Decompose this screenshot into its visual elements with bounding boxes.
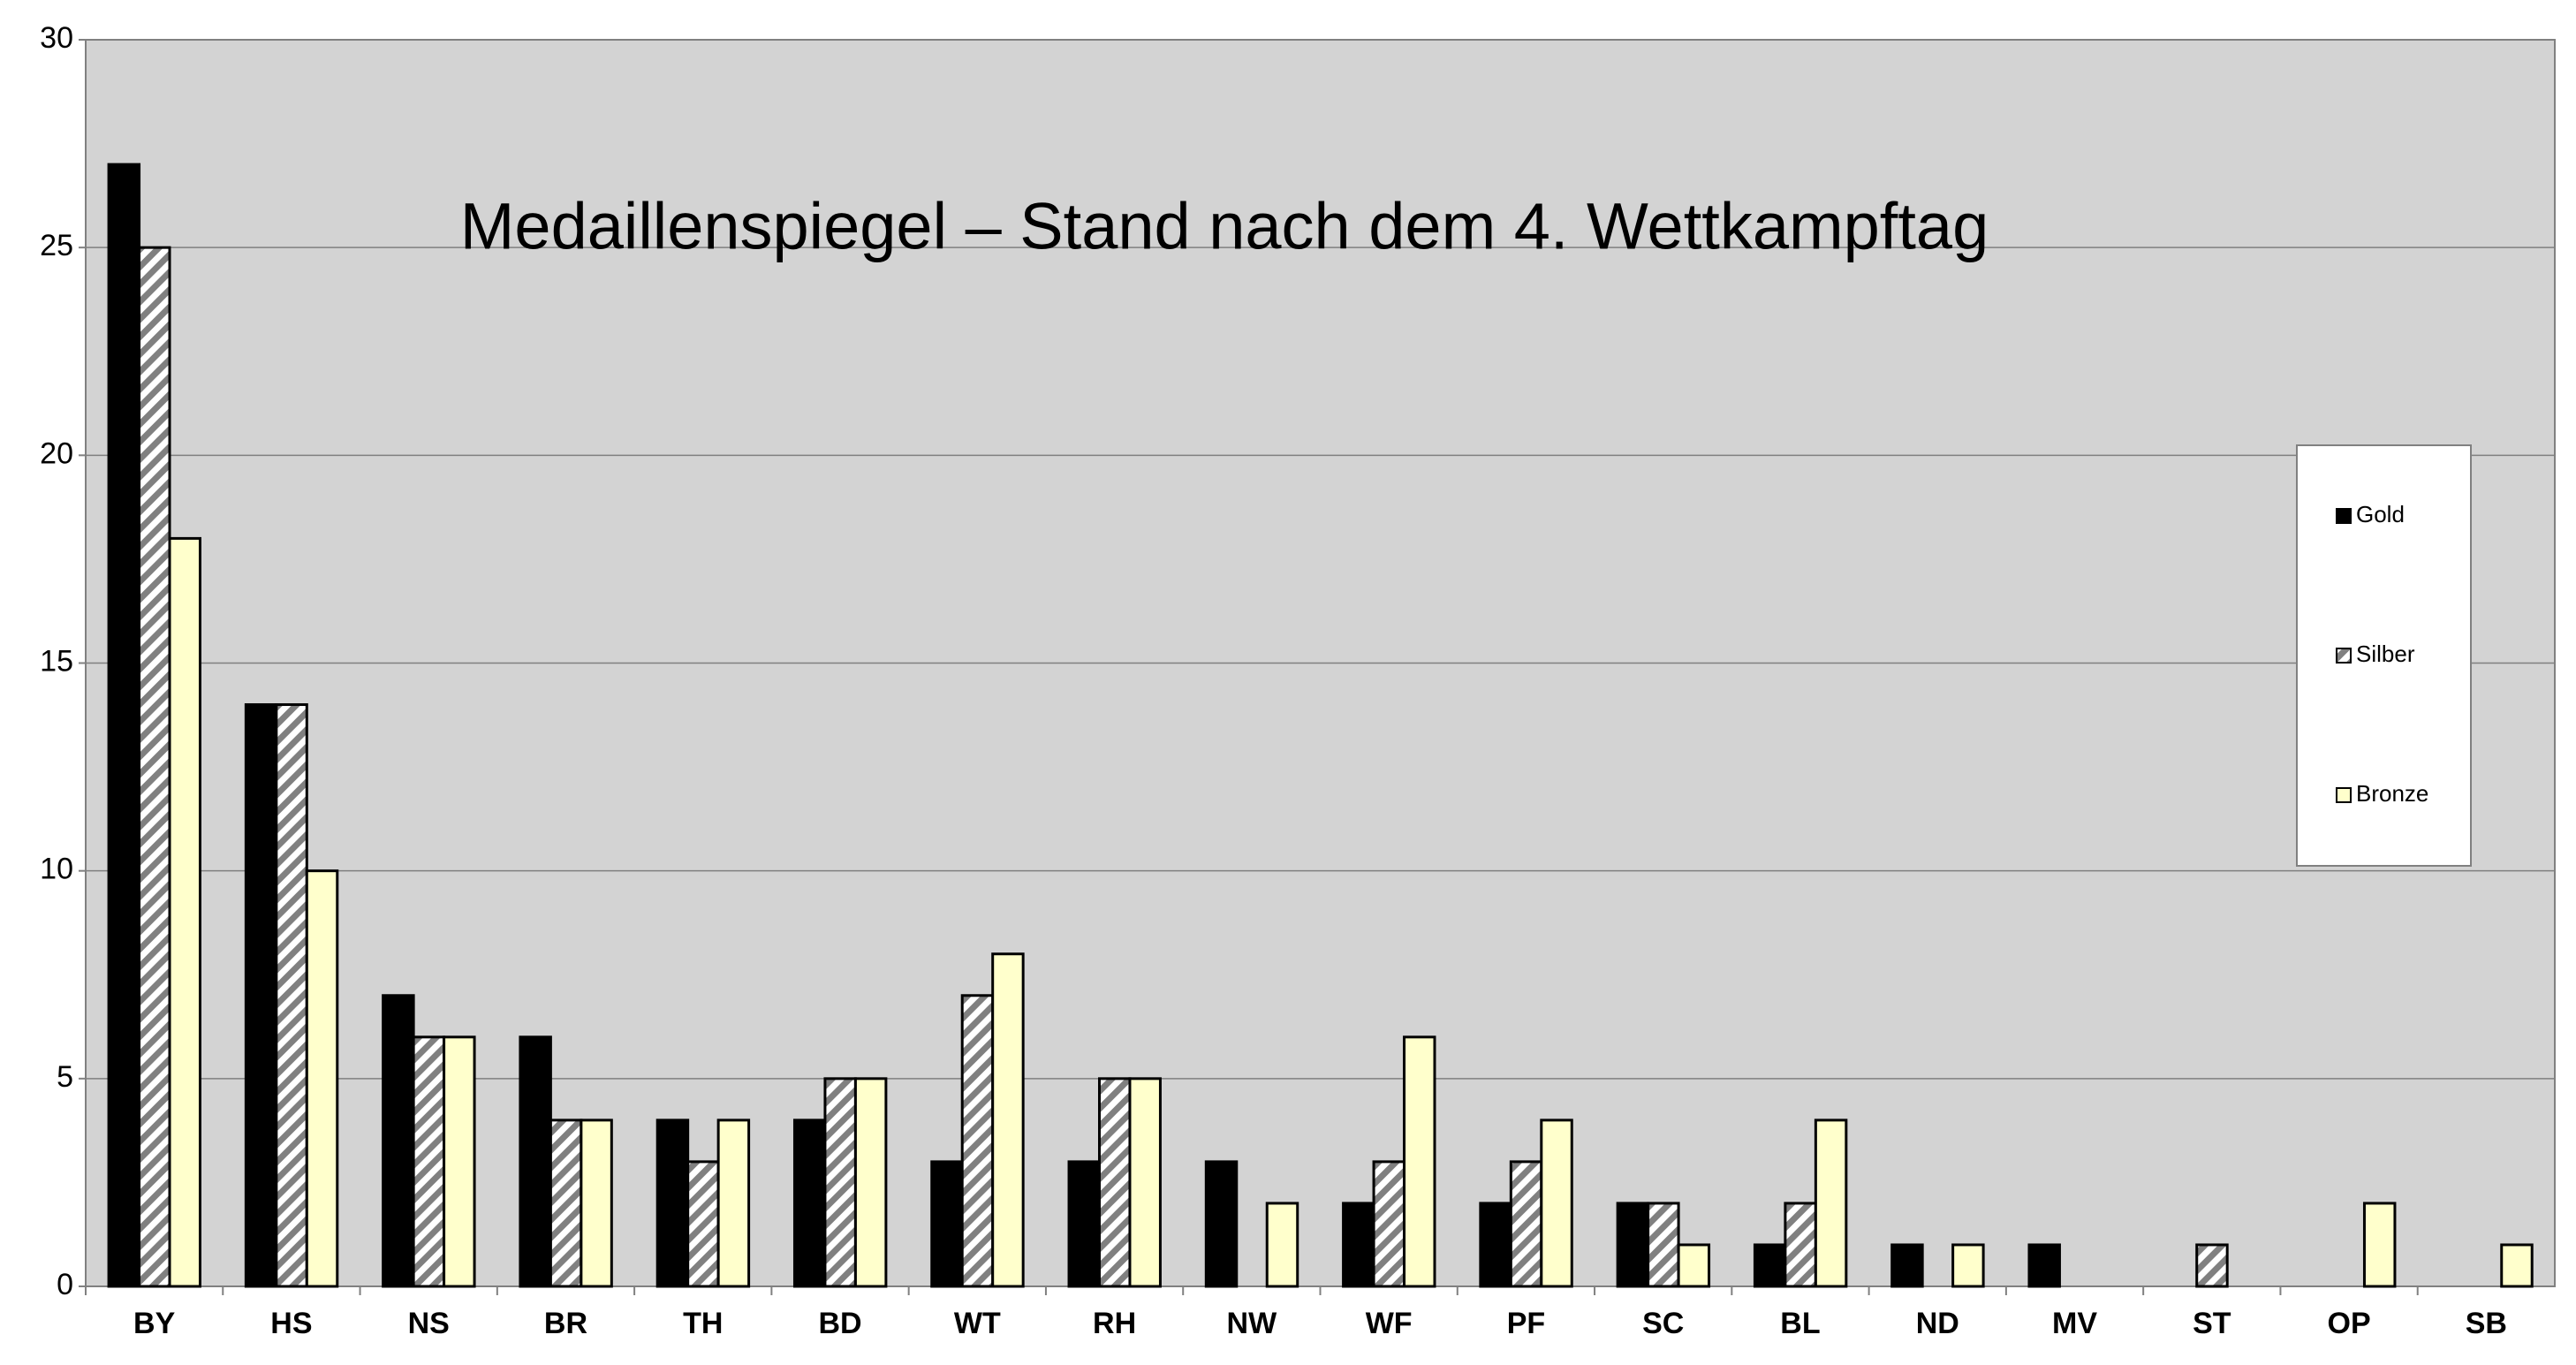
bar [1677, 1243, 1711, 1288]
bar [823, 1077, 857, 1288]
bar [716, 1119, 751, 1288]
x-tick-label: NW [1227, 1307, 1278, 1340]
x-tick-label: OP [2328, 1307, 2371, 1340]
bar [2362, 1202, 2397, 1288]
bar [2500, 1243, 2534, 1288]
bar [1067, 1160, 1102, 1288]
legend [2296, 444, 2472, 867]
x-tick-label: WF [1366, 1307, 1413, 1340]
bar [1265, 1202, 1299, 1288]
bar [305, 869, 339, 1288]
bar [1890, 1243, 1924, 1288]
x-tick-label: BL [1780, 1307, 1820, 1340]
legend-swatch [2336, 508, 2352, 524]
x-tick-label: RH [1093, 1307, 1136, 1340]
bar [1647, 1202, 1680, 1288]
legend-swatch [2336, 648, 2352, 664]
x-tick-label: MV [2052, 1307, 2097, 1340]
y-tick-label: 10 [40, 853, 73, 886]
bar [382, 994, 415, 1288]
legend-label: Silber [2356, 641, 2415, 667]
bar [1540, 1119, 1573, 1288]
y-tick-label: 20 [40, 436, 73, 470]
bar [2195, 1243, 2229, 1288]
x-tick-label: NS [408, 1307, 450, 1340]
bar [1616, 1202, 1650, 1288]
x-tick-label: TH [683, 1307, 723, 1340]
bar [991, 952, 1025, 1288]
x-tick-label: HS [270, 1307, 312, 1340]
bar [1753, 1243, 1787, 1288]
bar [443, 1035, 476, 1288]
bar [655, 1119, 690, 1288]
bar [519, 1035, 552, 1288]
bar [930, 1160, 964, 1288]
x-tick-label: WT [954, 1307, 1001, 1340]
bar [1509, 1160, 1543, 1288]
x-tick-label: ST [2193, 1307, 2231, 1340]
chart-title: Medaillenspiegel – Stand nach dem 4. Wet… [460, 190, 1989, 263]
bar [2027, 1243, 2061, 1288]
y-tick-label: 30 [40, 21, 73, 55]
bar [1479, 1202, 1512, 1288]
x-tick-label: BD [818, 1307, 861, 1340]
bar [244, 703, 278, 1288]
x-tick-label: PF [1507, 1307, 1545, 1340]
bar [168, 536, 202, 1288]
bar [412, 1035, 446, 1288]
bar [580, 1119, 613, 1288]
bar [1372, 1160, 1406, 1288]
y-tick-label: 5 [57, 1060, 73, 1094]
bar [1128, 1077, 1162, 1288]
bar [686, 1160, 720, 1288]
bar [1784, 1202, 1817, 1288]
y-tick-label: 25 [40, 229, 73, 262]
bar [138, 246, 171, 1288]
bar [275, 703, 308, 1288]
y-tick-label: 0 [57, 1268, 73, 1301]
bar [1814, 1119, 1848, 1288]
x-tick-label: BY [133, 1307, 176, 1340]
legend-swatch [2336, 787, 2352, 803]
x-tick-label: SB [2466, 1307, 2507, 1340]
legend-label: Gold [2356, 501, 2405, 527]
bar [960, 994, 995, 1288]
x-tick-label: ND [1916, 1307, 1959, 1340]
legend-label: Bronze [2356, 780, 2428, 807]
bar [1403, 1035, 1436, 1288]
x-tick-label: SC [1642, 1307, 1684, 1340]
bar [1204, 1160, 1239, 1288]
bar [792, 1119, 827, 1288]
bar [549, 1119, 583, 1288]
bar [1951, 1243, 1985, 1288]
bar [1342, 1202, 1375, 1288]
y-tick-label: 15 [40, 644, 73, 678]
bar [853, 1077, 888, 1288]
bar [107, 163, 141, 1288]
x-tick-label: BR [544, 1307, 587, 1340]
bar [1098, 1077, 1132, 1288]
